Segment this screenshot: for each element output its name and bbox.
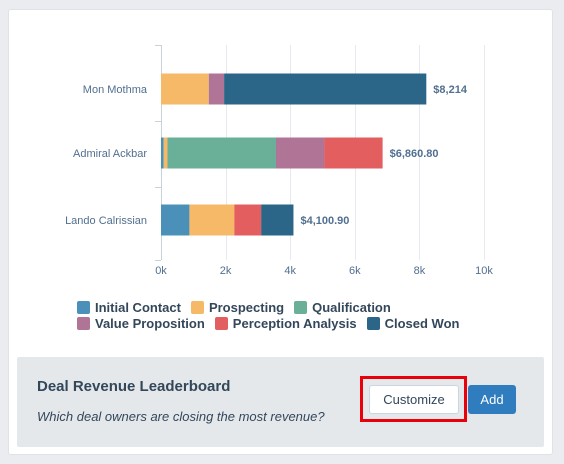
legend-item[interactable]: Initial Contact [77, 300, 181, 315]
category-label: Lando Calrissian [65, 215, 147, 227]
legend-label: Value Proposition [95, 315, 205, 331]
legend-swatch [77, 300, 90, 314]
legend-item[interactable]: Perception Analysis [214, 315, 357, 331]
x-tick-label: 0k [155, 265, 167, 277]
bar-segment [161, 73, 209, 105]
customize-button[interactable]: Customize [369, 385, 459, 414]
legend-row: Initial Contact Prospecting Qualification [77, 299, 507, 315]
legend-swatch [190, 300, 204, 314]
x-tick-label: 4k [284, 265, 296, 277]
legend-label: Initial Contact [95, 299, 181, 315]
x-tick-label: 2k [220, 265, 232, 277]
total-label: $6,860.80 [390, 148, 439, 160]
total-label: $4,100.90 [300, 215, 349, 227]
bar-segment [261, 204, 294, 236]
legend-label: Perception Analysis [232, 315, 357, 331]
legend-swatch [214, 316, 228, 330]
report-footer: Deal Revenue Leaderboard Which deal owne… [17, 357, 544, 447]
bar-segment [208, 73, 225, 105]
legend-item[interactable]: Closed Won [366, 315, 460, 331]
category-label: Admiral Ackbar [73, 148, 147, 160]
bar-segment [161, 204, 190, 236]
x-tick-label: 6k [349, 265, 361, 277]
category-label: Mon Mothma [83, 84, 148, 96]
x-tick-label: 10k [475, 265, 493, 277]
legend-item[interactable]: Value Proposition [77, 316, 205, 331]
legend-item[interactable]: Qualification [294, 300, 391, 315]
bar-segment [234, 204, 262, 236]
report-card: Mon Mothma Admiral Ackbar Lando Calrissian… [8, 9, 553, 455]
bar-segment [324, 137, 383, 169]
bar-segment [275, 137, 325, 169]
bar-segment [161, 137, 164, 169]
legend-label: Prospecting [208, 299, 285, 315]
bar-segment [167, 137, 276, 169]
x-tick-label: 8k [414, 265, 426, 277]
legend-swatch [366, 316, 380, 330]
legend-swatch [294, 300, 308, 314]
legend-label: Closed Won [384, 315, 460, 331]
bar-segment [189, 204, 235, 236]
total-label: $8,214 [433, 84, 468, 96]
legend-row: Value Proposition Perception Analysis Clos… [77, 315, 507, 331]
stacked-bar-chart: Mon Mothma Admiral Ackbar Lando Calrissian… [65, 45, 493, 277]
bar-segment [163, 137, 168, 169]
chart-legend: Initial Contact Prospecting Qualification V… [77, 299, 507, 331]
legend-label: Qualification [312, 299, 391, 315]
legend-swatch [77, 316, 90, 330]
bar-segment [224, 73, 427, 105]
add-button[interactable]: Add [468, 385, 516, 414]
report-subtitle: Which deal owners are closing the most r… [37, 409, 325, 424]
legend-item[interactable]: Prospecting [190, 299, 285, 315]
report-title: Deal Revenue Leaderboard [37, 378, 231, 395]
